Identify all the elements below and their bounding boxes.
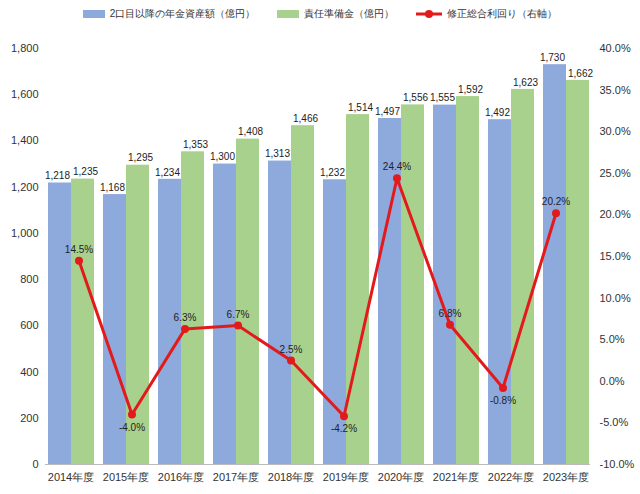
html-text:修正総合利回り（右軸）: 修正総合利回り（右軸） [447, 8, 558, 19]
svg-text:1,235: 1,235 [73, 166, 98, 177]
svg-text:1,514: 1,514 [348, 102, 373, 113]
svg-text:1,400: 1,400 [11, 134, 39, 146]
svg-text:20.0%: 20.0% [600, 208, 631, 220]
svg-text:1,492: 1,492 [485, 107, 510, 118]
svg-text:14.5%: 14.5% [65, 244, 93, 255]
svg-text:1,300: 1,300 [210, 151, 235, 162]
svg-text:40.0%: 40.0% [600, 42, 631, 54]
svg-text:1,408: 1,408 [238, 126, 263, 137]
svg-text:20.2%: 20.2% [542, 196, 570, 207]
svg-text:200: 200 [20, 412, 38, 424]
svg-text:1,800: 1,800 [11, 42, 39, 54]
svg-text:-5.0%: -5.0% [600, 416, 629, 428]
svg-text:35.0%: 35.0% [600, 84, 631, 96]
svg-text:2017年度: 2017年度 [213, 471, 259, 483]
svg-text:1,497: 1,497 [375, 106, 400, 117]
svg-text:1,730: 1,730 [540, 52, 565, 63]
svg-text:1,000: 1,000 [11, 227, 39, 239]
svg-text:30.0%: 30.0% [600, 125, 631, 137]
svg-text:6.8%: 6.8% [439, 308, 462, 319]
svg-text:1,662: 1,662 [568, 68, 593, 79]
svg-text:1,600: 1,600 [11, 88, 39, 100]
svg-text:2023年度: 2023年度 [543, 471, 589, 483]
svg-text:1,556: 1,556 [403, 92, 428, 103]
svg-text:400: 400 [20, 366, 38, 378]
html-text:責任準備金（億円）: 責任準備金（億円） [304, 8, 395, 19]
svg-text:1,234: 1,234 [155, 167, 180, 178]
svg-text:1,232: 1,232 [320, 167, 345, 178]
svg-text:25.0%: 25.0% [600, 167, 631, 179]
svg-text:2020年度: 2020年度 [378, 471, 424, 483]
svg-text:-10.0%: -10.0% [600, 458, 635, 470]
svg-text:15.0%: 15.0% [600, 250, 631, 262]
svg-text:600: 600 [20, 319, 38, 331]
svg-text:2.5%: 2.5% [280, 344, 303, 355]
svg-text:1,466: 1,466 [293, 113, 318, 124]
svg-text:1,168: 1,168 [100, 182, 125, 193]
svg-text:2021年度: 2021年度 [433, 471, 479, 483]
svg-text:5.0%: 5.0% [600, 333, 625, 345]
svg-text:800: 800 [20, 273, 38, 285]
svg-text:2019年度: 2019年度 [323, 471, 369, 483]
svg-text:24.4%: 24.4% [383, 161, 411, 172]
svg-text:1,623: 1,623 [513, 77, 538, 88]
svg-text:1,295: 1,295 [128, 152, 153, 163]
svg-text:-4.2%: -4.2% [331, 423, 357, 434]
svg-text:10.0%: 10.0% [600, 292, 631, 304]
svg-text:2014年度: 2014年度 [48, 471, 94, 483]
svg-text:1,200: 1,200 [11, 181, 39, 193]
svg-text:0: 0 [32, 458, 38, 470]
svg-text:6.3%: 6.3% [174, 312, 197, 323]
svg-text:1,353: 1,353 [183, 139, 208, 150]
html-text:2口目以降の年金資産額（億円）: 2口目以降の年金資産額（億円） [109, 8, 256, 19]
svg-text:1,555: 1,555 [430, 92, 455, 103]
svg-text:1,218: 1,218 [45, 170, 70, 181]
svg-text:1,592: 1,592 [458, 84, 483, 95]
svg-text:1,313: 1,313 [265, 148, 290, 159]
svg-text:-0.8%: -0.8% [490, 395, 516, 406]
svg-text:2018年度: 2018年度 [268, 471, 314, 483]
svg-text:2015年度: 2015年度 [103, 471, 149, 483]
svg-text:2016年度: 2016年度 [158, 471, 204, 483]
svg-text:0.0%: 0.0% [600, 375, 625, 387]
svg-text:6.7%: 6.7% [227, 309, 250, 320]
svg-text:-4.0%: -4.0% [119, 422, 145, 433]
svg-text:2022年度: 2022年度 [488, 471, 534, 483]
